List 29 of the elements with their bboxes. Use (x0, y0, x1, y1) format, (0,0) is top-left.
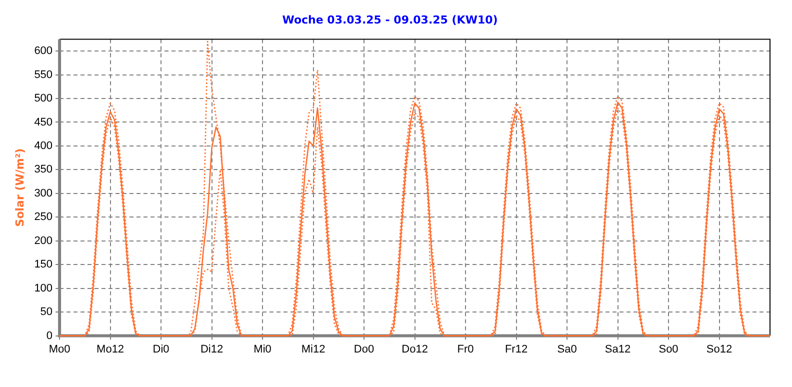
x-tick-label: Do0 (354, 343, 374, 356)
x-tick-label: Mo0 (48, 343, 70, 356)
y-tick-label: 500 (34, 92, 53, 105)
y-tick-label: 550 (34, 68, 53, 81)
y-tick-label: 450 (34, 116, 53, 128)
y-axis-title: Solar (W/m²) (13, 148, 26, 227)
y-tick-label: 250 (34, 211, 53, 224)
chart-title: Woche 03.03.25 - 09.03.25 (KW10) (282, 13, 498, 26)
y-tick-label: 0 (46, 330, 53, 342)
y-tick-label: 50 (40, 306, 53, 318)
x-tick-label: So0 (658, 343, 678, 356)
x-tick-label: Mi12 (301, 343, 326, 356)
y-tick-label: 300 (34, 187, 53, 200)
x-tick-label: Di0 (152, 343, 170, 356)
x-tick-label: Di12 (200, 343, 224, 356)
y-tick-label: 600 (34, 45, 53, 58)
x-tick-label: Do12 (402, 343, 428, 356)
x-tick-label: Fr0 (457, 343, 474, 356)
x-tick-label: So12 (706, 343, 732, 356)
y-tick-label: 100 (34, 282, 53, 294)
x-tick-label: Mi0 (254, 343, 272, 356)
x-tick-label: Mo12 (96, 343, 124, 356)
y-tick-label: 200 (34, 234, 53, 247)
x-tick-label: Sa0 (557, 343, 577, 356)
x-tick-label: Fr12 (504, 343, 528, 356)
y-tick-label: 400 (34, 140, 53, 152)
y-tick-label: 350 (34, 164, 53, 176)
y-tick-label: 150 (34, 258, 53, 271)
x-tick-label: Sa12 (604, 343, 631, 356)
